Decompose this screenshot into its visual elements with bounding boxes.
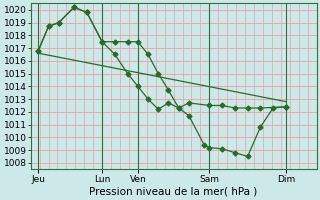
X-axis label: Pression niveau de la mer( hPa ): Pression niveau de la mer( hPa ): [90, 187, 258, 197]
